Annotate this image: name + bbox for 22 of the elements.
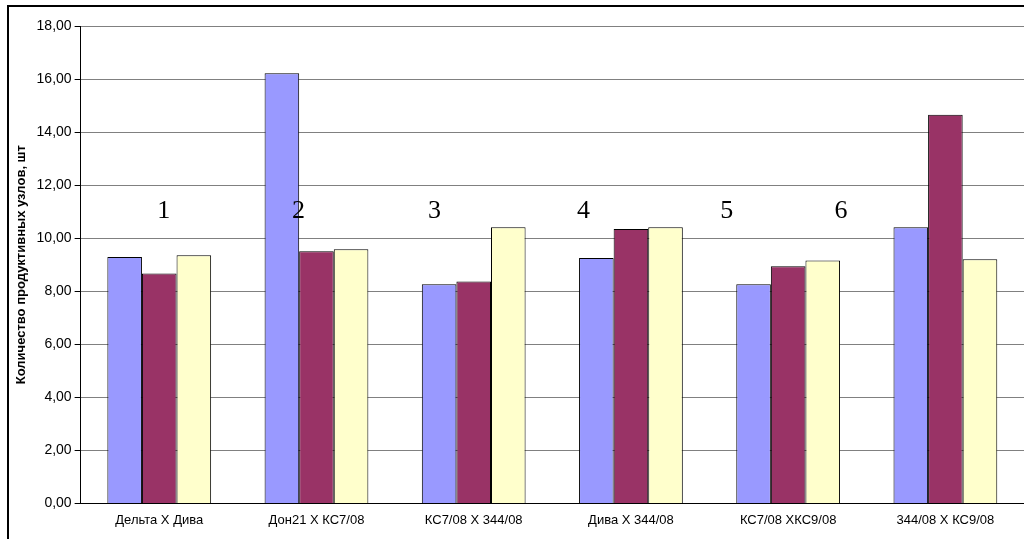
x-tick-label: КС7/08 ХКС9/08 [739,511,837,527]
annotation: 3 [427,195,441,225]
y-tick-label: 14,00 [36,122,72,139]
y-axis-title: Количество продуктивных узлов, шт [13,145,29,385]
annotation: 6 [834,195,848,225]
x-tick-label: Дельта Х Дива [115,511,204,527]
y-tick-label: 4,00 [44,388,72,405]
x-tick-label: 344/08 Х КС9/08 [896,511,995,527]
y-tick-label: 18,00 [36,16,72,33]
x-tick-label: Дон21 Х КС7/08 [268,511,365,527]
y-tick-label: 2,00 [44,441,72,458]
y-tick-label: 12,00 [36,175,72,192]
annotation: 4 [576,195,590,225]
x-tick-label: КС7/08 Х 344/08 [424,511,523,527]
y-tick-label: 16,00 [36,69,72,86]
y-tick-label: 8,00 [44,282,72,299]
y-tick-label: 6,00 [44,335,72,352]
annotation: 5 [720,195,734,225]
annotation: 1 [157,195,171,225]
x-tick-label: Дива Х 344/08 [588,511,674,527]
y-tick-label: 10,00 [36,229,72,246]
y-tick-label: 0,00 [44,494,72,511]
